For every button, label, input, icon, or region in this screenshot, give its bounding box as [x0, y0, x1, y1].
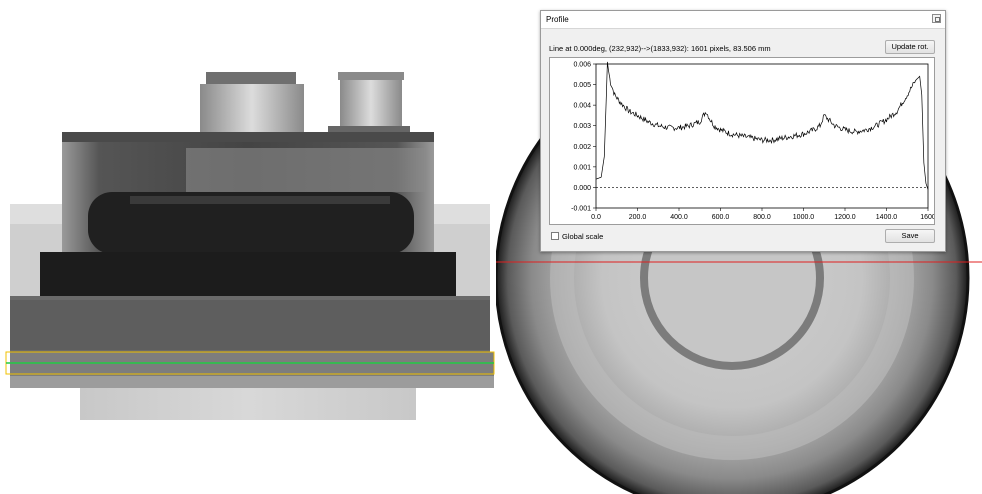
plot-frame — [595, 63, 929, 209]
side-view-xray-image — [5, 72, 495, 420]
x-tick-label: 800.0 — [753, 214, 771, 221]
y-tick-label: 0.005 — [573, 82, 591, 89]
y-tick-label: 0.006 — [573, 62, 591, 69]
x-tick-label: 1000.0 — [793, 214, 815, 221]
global-scale-checkbox[interactable] — [551, 232, 559, 240]
y-tick-label: 0.001 — [573, 164, 591, 171]
update-rot-button[interactable]: Update rot. — [885, 40, 935, 54]
profile-titlebar[interactable]: Profile — [541, 11, 945, 29]
x-tick-label: 0.0 — [591, 214, 601, 221]
global-scale-label: Global scale — [562, 232, 604, 241]
y-tick-label: 0.004 — [573, 103, 591, 110]
profile-series-line — [595, 61, 929, 190]
profile-window-title: Profile — [546, 15, 569, 24]
y-tick-label: 0.000 — [573, 185, 591, 192]
x-tick-label: 600.0 — [712, 214, 730, 221]
profile-chart-svg: 0.006 0.005 0.004 0.003 0.002 0.001 0.000 -0.00… — [571, 61, 934, 222]
y-tick-label: -0.001 — [571, 206, 591, 213]
profile-window: Profile Line at 0.000deg, (232,932)-->(1… — [540, 10, 946, 252]
x-tick-label: 1200.0 — [834, 214, 856, 221]
profile-line-info: Line at 0.000deg, (232,932)-->(1833,932)… — [549, 44, 771, 53]
y-tick-label: 0.003 — [573, 123, 591, 130]
y-tick-label: 0.002 — [573, 144, 591, 151]
save-button[interactable]: Save — [885, 229, 935, 243]
x-tick-label: 200.0 — [629, 214, 647, 221]
x-tick-label: 400.0 — [670, 214, 688, 221]
window-close-icon[interactable] — [932, 14, 941, 23]
x-tick-label: 1400.0 — [876, 214, 898, 221]
profile-chart: 0.006 0.005 0.004 0.003 0.002 0.001 0.000 -0.00… — [549, 57, 935, 225]
x-tick-label: 1600 — [920, 214, 934, 221]
